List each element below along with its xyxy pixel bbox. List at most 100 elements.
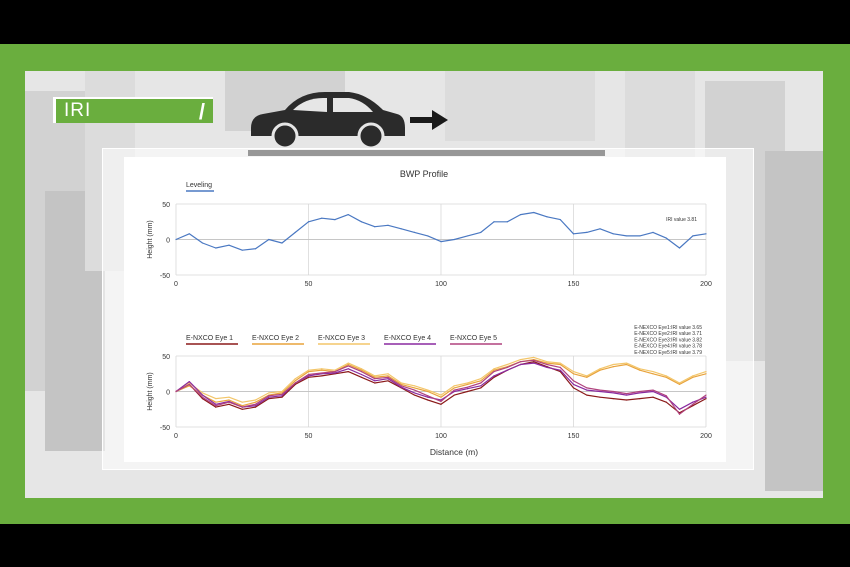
data-point — [705, 394, 707, 396]
data-point — [652, 371, 654, 373]
y-tick-label: -50 — [160, 273, 170, 280]
data-point — [400, 385, 402, 387]
data-point — [639, 390, 641, 393]
data-point — [599, 369, 601, 371]
legend-label: E-NXCO Eye 4 — [384, 335, 431, 342]
data-point — [493, 376, 495, 378]
data-point — [268, 396, 270, 398]
x-tick-label: 0 — [174, 433, 178, 440]
data-point — [652, 396, 654, 398]
iri-annotation: IRI value 3.81 — [666, 217, 697, 223]
data-point — [427, 235, 429, 237]
legend-label: E-NXCO Eye 2 — [252, 335, 299, 342]
data-point — [559, 369, 561, 371]
data-point — [241, 401, 243, 403]
data-point — [228, 399, 230, 401]
data-point — [228, 403, 230, 405]
data-point — [374, 226, 376, 228]
data-point — [480, 382, 482, 384]
data-point — [612, 392, 614, 394]
data-point — [188, 233, 190, 235]
data-point — [215, 406, 217, 408]
data-point — [281, 392, 283, 394]
iri-annotation: E-NEXCO Eye3:IRI value 3.82 — [634, 337, 702, 343]
data-point — [360, 369, 363, 371]
y-tick-label: 0 — [166, 390, 170, 397]
data-point — [612, 233, 614, 235]
data-point — [347, 214, 349, 216]
data-point — [705, 396, 707, 398]
arrow-right-icon — [410, 110, 448, 130]
data-point — [294, 231, 296, 233]
data-point — [533, 356, 535, 359]
data-point — [572, 373, 575, 375]
data-point — [705, 233, 707, 235]
data-point — [321, 368, 323, 370]
legend-label: E-NXCO Eye 5 — [450, 335, 497, 342]
data-point — [400, 383, 402, 385]
data-point — [639, 369, 641, 371]
data-point — [347, 365, 349, 367]
data-point — [599, 396, 601, 398]
data-point — [599, 390, 601, 393]
data-point — [586, 387, 588, 389]
data-point — [665, 376, 667, 378]
x-tick-label: 150 — [568, 433, 580, 440]
data-point — [612, 398, 614, 400]
data-point — [599, 228, 601, 230]
x-tick-label: 100 — [435, 433, 447, 440]
data-point — [201, 394, 204, 396]
data-point — [533, 361, 535, 363]
data-point — [466, 382, 469, 384]
data-point — [692, 401, 694, 403]
data-point — [519, 358, 522, 361]
data-point — [374, 378, 376, 380]
data-point — [254, 399, 257, 401]
data-point — [400, 386, 402, 388]
data-point — [612, 363, 614, 366]
data-point — [466, 386, 469, 388]
data-point — [625, 393, 628, 395]
iri-annotation: E-NEXCO Eye2:IRI value 3.71 — [634, 331, 702, 337]
data-point — [334, 369, 336, 371]
data-point — [294, 382, 296, 384]
data-point — [374, 382, 376, 384]
data-point — [268, 398, 270, 400]
data-point — [400, 382, 402, 384]
data-point — [175, 238, 177, 241]
data-point — [599, 389, 601, 391]
data-point — [466, 388, 469, 390]
data-point — [201, 398, 204, 400]
y-axis-label: Height (mm) — [147, 220, 154, 259]
iri-tag: IRI / — [53, 97, 213, 124]
eye-chart: 50 0 -50 0 50 100 150 200 Height (mm) E-NXCO Eye … — [147, 325, 712, 440]
data-point — [427, 389, 429, 391]
data-point — [480, 380, 482, 382]
data-point — [678, 413, 681, 415]
data-point — [705, 398, 707, 400]
data-point — [347, 371, 349, 373]
data-point — [215, 247, 217, 249]
x-tick-label: 0 — [174, 281, 178, 288]
data-point — [692, 403, 694, 405]
iri-annotation: E-NEXCO Eye5:IRI value 3.79 — [634, 350, 702, 356]
car-icon — [251, 92, 405, 150]
data-point — [427, 399, 429, 401]
data-point — [506, 221, 508, 223]
data-point — [493, 369, 495, 371]
data-point — [625, 363, 628, 366]
data-point — [360, 371, 363, 373]
data-point — [586, 394, 588, 396]
data-point — [692, 376, 694, 378]
y-tick-label: 0 — [166, 238, 170, 245]
data-point — [678, 247, 681, 249]
data-point — [241, 249, 243, 251]
data-point — [533, 211, 535, 214]
data-point — [493, 371, 495, 373]
data-point — [705, 371, 707, 373]
data-point — [307, 371, 310, 373]
data-point — [466, 390, 469, 393]
data-point — [228, 401, 230, 403]
data-point — [334, 372, 336, 374]
data-point — [387, 380, 389, 382]
